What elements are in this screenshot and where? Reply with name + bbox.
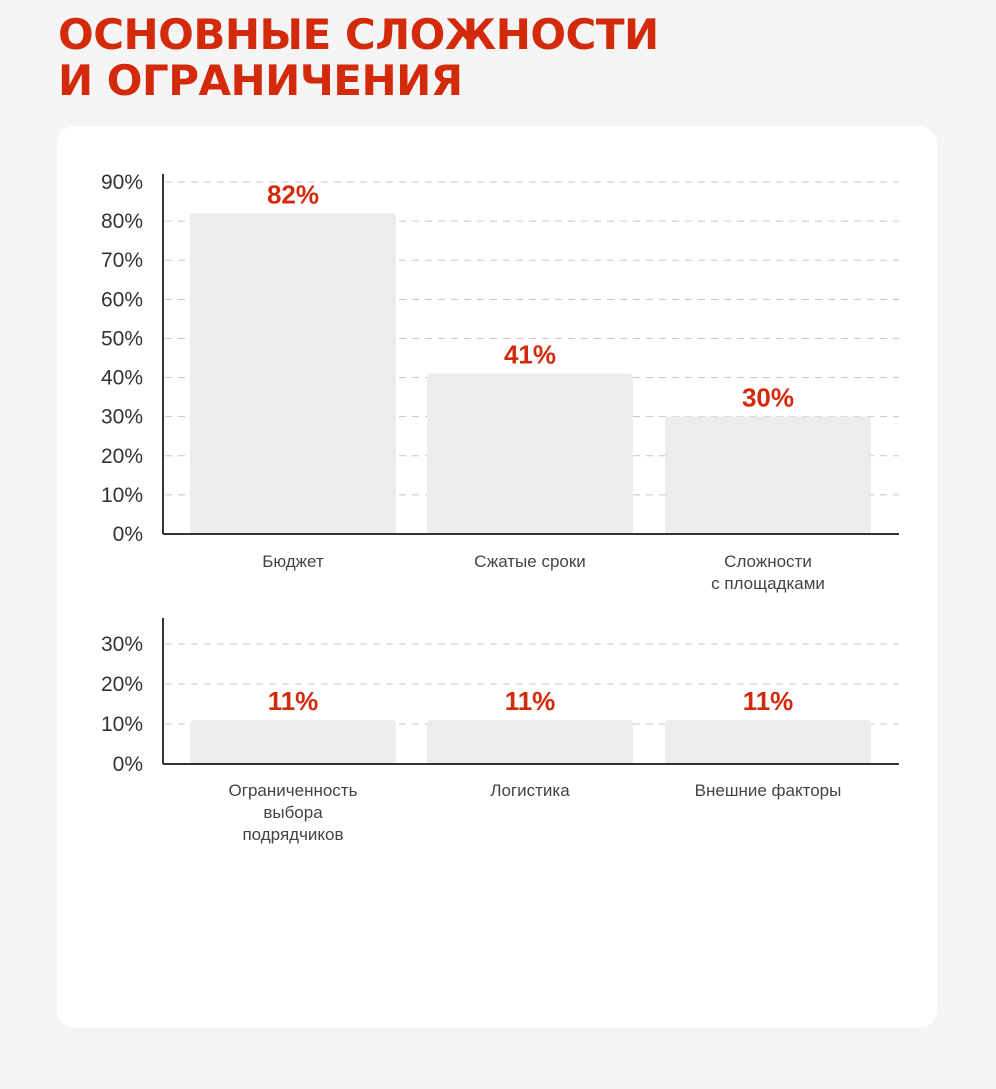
category-label: Сжатые сроки [474, 552, 586, 571]
y-tick-label: 50% [101, 327, 143, 350]
category-label: Бюджет [262, 552, 324, 571]
bar [665, 720, 871, 764]
category-label: Ограниченность [229, 781, 358, 800]
y-tick-label: 60% [101, 288, 143, 311]
y-tick-label: 70% [101, 249, 143, 272]
value-label: 11% [268, 686, 319, 716]
y-tick-label: 20% [101, 673, 143, 696]
category-label: Внешние факторы [695, 781, 842, 800]
y-tick-label: 0% [113, 753, 143, 776]
value-label: 41% [504, 340, 556, 370]
value-label: 11% [505, 686, 556, 716]
chart-card: 0% 10% 20% 30% 40% 50% 60% 70% 80% 90% 82% Бюджет 41… [57, 126, 937, 1028]
y-tick-label: 30% [101, 406, 143, 429]
bar [427, 720, 633, 764]
y-tick-label: 90% [101, 171, 143, 194]
bar [190, 720, 396, 764]
category-label: Логистика [490, 781, 570, 800]
y-tick-label: 40% [101, 367, 143, 390]
value-label: 11% [743, 686, 794, 716]
y-tick-label: 30% [101, 633, 143, 656]
value-label: 82% [267, 179, 319, 209]
category-label: выбора [263, 803, 323, 822]
category-label: подрядчиков [242, 825, 343, 844]
page-title-line-2: и ограничения [58, 56, 463, 105]
value-label: 30% [742, 383, 794, 413]
bar [190, 213, 396, 534]
bar [427, 373, 633, 534]
bar-charts: 0% 10% 20% 30% 40% 50% 60% 70% 80% 90% 82% Бюджет 41… [101, 171, 899, 844]
y-tick-label: 0% [113, 523, 143, 546]
y-tick-label: 80% [101, 210, 143, 233]
page-title-line-1: Основные сложности [58, 10, 659, 59]
category-label: Сложности [724, 552, 812, 571]
bar [665, 416, 871, 534]
y-tick-label: 20% [101, 445, 143, 468]
y-tick-label: 10% [101, 484, 143, 507]
y-tick-label: 10% [101, 713, 143, 736]
category-label: с площадками [711, 574, 825, 593]
page-title: Основные сложности и ограничения [58, 12, 938, 104]
